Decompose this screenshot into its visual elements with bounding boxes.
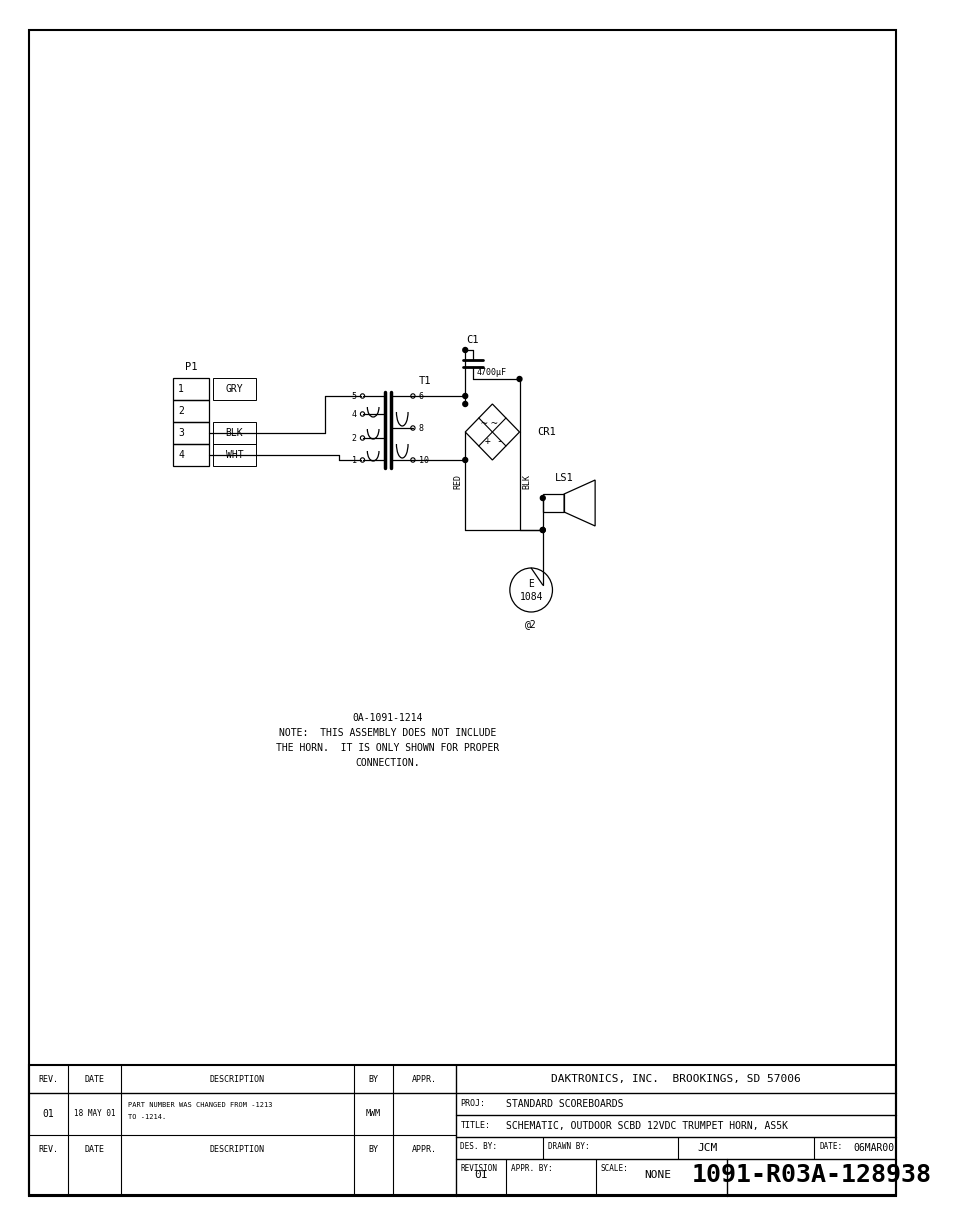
Circle shape (462, 347, 467, 353)
Text: DATE:: DATE: (819, 1141, 841, 1151)
Text: DESCRIPTION: DESCRIPTION (210, 1145, 265, 1154)
Text: JCM: JCM (698, 1143, 718, 1152)
Circle shape (462, 457, 467, 462)
Text: WHT: WHT (226, 450, 243, 460)
Text: 1084: 1084 (518, 592, 542, 602)
Text: 18 MAY 01: 18 MAY 01 (73, 1110, 115, 1118)
Text: NONE: NONE (644, 1170, 671, 1179)
Text: TO -1214.: TO -1214. (128, 1114, 166, 1121)
Text: BY: BY (368, 1145, 377, 1154)
Text: DATE: DATE (85, 1145, 105, 1154)
Text: 01: 01 (474, 1170, 487, 1179)
Circle shape (462, 401, 467, 407)
Text: 2: 2 (352, 434, 356, 443)
Text: DAKTRONICS, INC.  BROOKINGS, SD 57006: DAKTRONICS, INC. BROOKINGS, SD 57006 (550, 1074, 800, 1084)
Text: DES. BY:: DES. BY: (460, 1141, 497, 1151)
Text: SCALE:: SCALE: (600, 1163, 628, 1173)
Text: SCHEMATIC, OUTDOOR SCBD 12VDC TRUMPET HORN, AS5K: SCHEMATIC, OUTDOOR SCBD 12VDC TRUMPET HO… (505, 1121, 787, 1132)
Text: 01: 01 (43, 1110, 54, 1119)
Bar (542, 494, 563, 512)
Bar (172, 422, 209, 444)
Text: 5: 5 (352, 391, 356, 401)
Text: 4700μF: 4700μF (476, 368, 506, 376)
Text: CR1: CR1 (537, 427, 556, 436)
Text: 2: 2 (178, 406, 184, 416)
Text: NOTE:  THIS ASSEMBLY DOES NOT INCLUDE: NOTE: THIS ASSEMBLY DOES NOT INCLUDE (278, 728, 496, 738)
Circle shape (539, 495, 544, 500)
Circle shape (539, 527, 544, 532)
Text: 0A-1091-1214: 0A-1091-1214 (352, 714, 422, 723)
Text: ~: ~ (479, 419, 487, 429)
Text: 8: 8 (418, 423, 423, 433)
Text: REVISION: REVISION (460, 1163, 497, 1173)
Text: +: + (484, 436, 490, 446)
Text: APPR.: APPR. (411, 1074, 436, 1084)
Text: STANDARD SCOREBOARDS: STANDARD SCOREBOARDS (505, 1098, 623, 1110)
Circle shape (462, 394, 467, 398)
Text: MWM: MWM (365, 1110, 380, 1118)
Text: APPR. BY:: APPR. BY: (510, 1163, 552, 1173)
Text: ~: ~ (491, 419, 497, 429)
Text: GRY: GRY (226, 384, 243, 394)
Bar (213, 422, 255, 444)
Text: 4: 4 (352, 409, 356, 418)
Text: APPR.: APPR. (411, 1145, 436, 1154)
Text: 3: 3 (178, 428, 184, 438)
Text: BLK: BLK (522, 473, 531, 488)
Text: 1: 1 (352, 456, 356, 465)
Text: 06MAR00: 06MAR00 (852, 1143, 893, 1152)
Text: 6: 6 (418, 391, 423, 401)
Text: TITLE:: TITLE: (460, 1122, 490, 1130)
Text: T1: T1 (417, 376, 431, 386)
Bar (172, 444, 209, 466)
Text: E: E (528, 579, 534, 588)
Text: CONNECTION.: CONNECTION. (355, 758, 419, 767)
Bar (172, 400, 209, 422)
Text: REV.: REV. (38, 1074, 58, 1084)
Text: 1091-R03A-128938: 1091-R03A-128938 (691, 1163, 930, 1187)
Text: BY: BY (368, 1074, 377, 1084)
Text: PROJ:: PROJ: (460, 1100, 485, 1108)
Bar (29, 1065, 895, 1197)
Circle shape (539, 527, 544, 532)
Text: BLK: BLK (226, 428, 243, 438)
Text: REV.: REV. (38, 1145, 58, 1154)
Text: @2: @2 (525, 619, 537, 629)
Text: 4: 4 (178, 450, 184, 460)
Text: DESCRIPTION: DESCRIPTION (210, 1074, 265, 1084)
Bar (172, 378, 209, 400)
Text: C1: C1 (466, 335, 478, 345)
Text: DATE: DATE (85, 1074, 105, 1084)
Text: 1: 1 (178, 384, 184, 394)
Bar (213, 444, 255, 466)
Text: 10: 10 (418, 456, 428, 465)
Text: P1: P1 (185, 362, 197, 371)
Text: -: - (496, 436, 501, 446)
Text: DRAWN BY:: DRAWN BY: (547, 1141, 589, 1151)
Circle shape (517, 376, 521, 381)
Text: LS1: LS1 (554, 473, 573, 483)
Text: PART NUMBER WAS CHANGED FROM -1213: PART NUMBER WAS CHANGED FROM -1213 (128, 1102, 273, 1108)
Text: RED: RED (453, 473, 461, 488)
Text: THE HORN.  IT IS ONLY SHOWN FOR PROPER: THE HORN. IT IS ONLY SHOWN FOR PROPER (275, 743, 498, 753)
Bar (213, 378, 255, 400)
